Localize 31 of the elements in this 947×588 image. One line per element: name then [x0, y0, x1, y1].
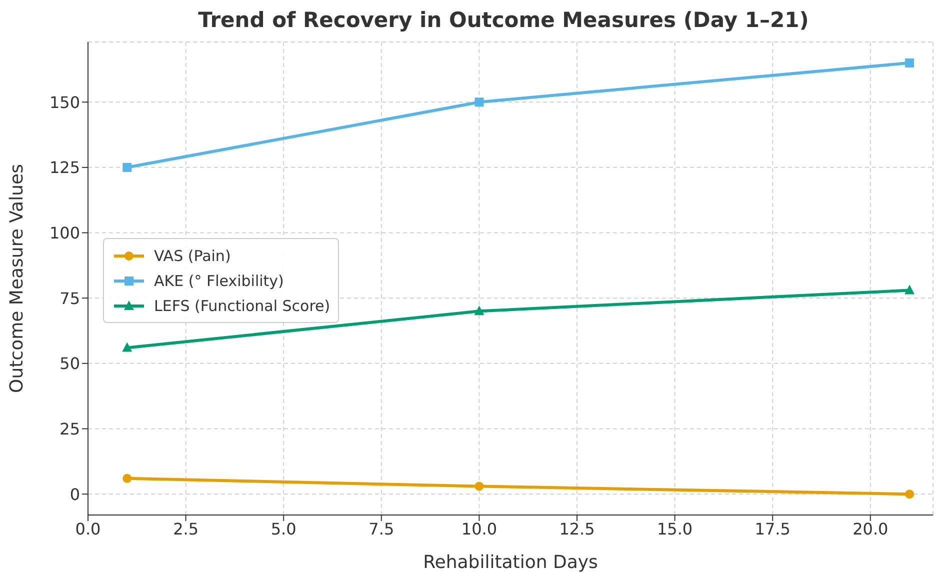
- legend-label: AKE (° Flexibility): [154, 272, 284, 290]
- y-tick-label: 125: [49, 158, 80, 178]
- point: [474, 306, 484, 316]
- y-tick-label: 50: [60, 354, 80, 374]
- x-tick-label: 15.0: [656, 519, 693, 538]
- x-tick-label: 0.0: [75, 519, 101, 538]
- point: [474, 98, 484, 107]
- y-axis-title: Outcome Measure Values: [6, 164, 28, 393]
- x-tick-label: 17.5: [754, 519, 790, 538]
- x-tick-label: 7.5: [368, 519, 394, 538]
- point: [122, 342, 132, 352]
- point: [474, 482, 484, 491]
- legend-label: VAS (Pain): [154, 246, 231, 264]
- point: [905, 490, 914, 499]
- y-tick-label: 25: [60, 419, 80, 438]
- y-tick-label: 100: [49, 223, 80, 242]
- point: [122, 474, 132, 483]
- point: [122, 162, 132, 172]
- point: [905, 58, 914, 68]
- y-tick-label: 75: [60, 288, 80, 308]
- x-axis-title: Rehabilitation Days: [423, 552, 598, 573]
- x-tick-label: 5.0: [270, 519, 296, 538]
- legend-label: LEFS (Functional Score): [154, 296, 330, 314]
- point: [904, 284, 915, 294]
- y-tick-label: 0: [70, 484, 80, 504]
- y-tick-label: 150: [49, 92, 80, 112]
- x-tick-label: 2.5: [173, 519, 199, 538]
- chart-title: Trend of Recovery in Outcome Measures (Day 1–21): [197, 8, 810, 34]
- x-tick-label: 10.0: [461, 519, 498, 538]
- x-tick-label: 20.0: [852, 519, 888, 538]
- x-tick-label: 12.5: [559, 519, 595, 538]
